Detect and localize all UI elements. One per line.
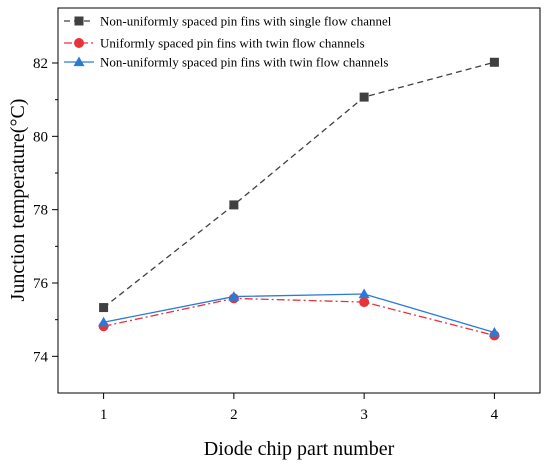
y-tick-label: 78 bbox=[33, 203, 48, 219]
x-tick-label: 3 bbox=[360, 407, 368, 423]
data-point bbox=[489, 57, 499, 67]
legend-marker bbox=[73, 56, 85, 67]
y-tick-label: 76 bbox=[33, 276, 49, 292]
data-point bbox=[358, 288, 370, 299]
x-axis-ticks: 1 2 3 4 bbox=[100, 393, 499, 423]
data-point bbox=[228, 291, 240, 301]
y-axis-ticks: 74 76 78 80 82 bbox=[33, 56, 58, 365]
y-tick-label: 74 bbox=[33, 349, 49, 365]
series-1 bbox=[99, 57, 499, 313]
data-point bbox=[98, 316, 110, 327]
legend-item: Uniformly spaced pin fins with twin flow… bbox=[64, 36, 365, 51]
legend-label: Non-uniformly spaced pin fins with twin … bbox=[100, 55, 388, 70]
series-layer bbox=[98, 57, 500, 341]
series-line bbox=[103, 61, 495, 309]
x-tick-label: 4 bbox=[491, 407, 499, 423]
x-axis-label: Diode chip part number bbox=[204, 438, 395, 460]
legend-item: Non-uniformly spaced pin fins with twin … bbox=[64, 55, 388, 70]
x-tick-label: 1 bbox=[100, 407, 108, 423]
legend-item: Non-uniformly spaced pin fins with singl… bbox=[64, 14, 392, 29]
legend: Non-uniformly spaced pin fins with singl… bbox=[64, 14, 392, 70]
legend-label: Uniformly spaced pin fins with twin flow… bbox=[100, 36, 365, 51]
series-line bbox=[103, 293, 495, 334]
data-point bbox=[229, 200, 239, 210]
legend-marker bbox=[74, 38, 84, 48]
series-3 bbox=[98, 288, 500, 337]
data-point bbox=[359, 92, 369, 102]
y-tick-label: 82 bbox=[33, 56, 48, 72]
legend-marker bbox=[74, 16, 84, 26]
y-axis-label: Junction temperature(°C) bbox=[7, 99, 29, 302]
data-point bbox=[359, 297, 370, 308]
plot-frame bbox=[57, 7, 541, 394]
data-point bbox=[488, 327, 500, 337]
legend-label: Non-uniformly spaced pin fins with singl… bbox=[100, 14, 392, 29]
data-point bbox=[99, 303, 109, 313]
series-line bbox=[103, 297, 495, 337]
y-tick-label: 80 bbox=[33, 129, 48, 145]
x-tick-label: 2 bbox=[230, 407, 238, 423]
series-2 bbox=[98, 293, 500, 341]
